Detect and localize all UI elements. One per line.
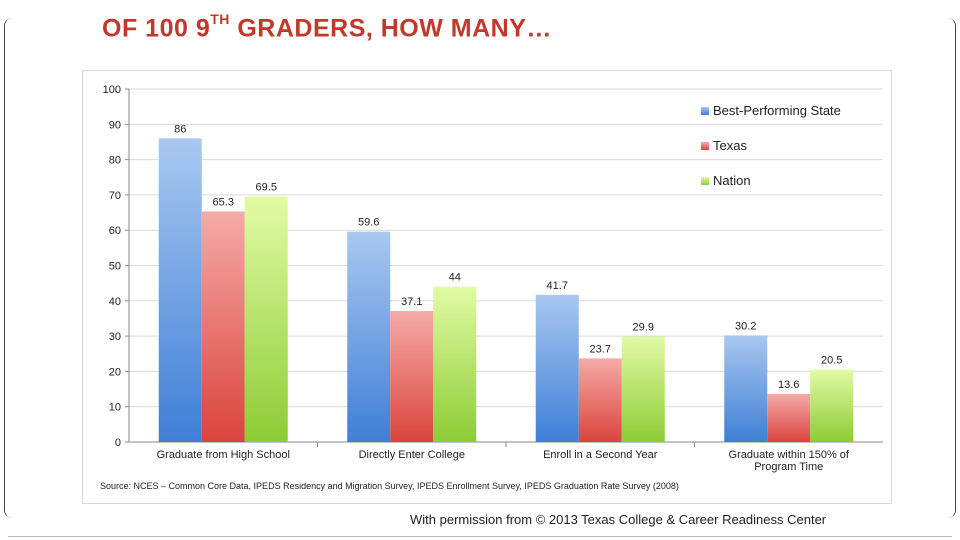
data-label: 41.7 (547, 280, 568, 292)
y-tick-label: 20 (109, 366, 121, 378)
data-label: 23.7 (590, 343, 611, 355)
data-label: 13.6 (778, 379, 799, 391)
bar (433, 286, 477, 442)
data-label: 86 (174, 123, 186, 135)
data-label: 59.6 (358, 217, 379, 229)
bar (390, 311, 434, 442)
y-tick-label: 60 (109, 225, 121, 237)
left-bracket-decoration (4, 18, 15, 518)
right-bracket-decoration (945, 18, 956, 518)
slide-title: OF 100 9TH GRADERS, HOW MANY… (102, 11, 552, 43)
bar (810, 369, 854, 442)
x-tick-label: Directly Enter College (359, 449, 465, 461)
x-tick-label: Graduate from High School (157, 449, 290, 461)
y-tick-label: 0 (115, 437, 121, 449)
y-tick-label: 70 (109, 190, 121, 202)
bar (244, 196, 288, 442)
bar (347, 231, 391, 442)
bar (578, 358, 622, 442)
bar (621, 336, 665, 442)
legend-swatch (701, 142, 709, 150)
x-tick-label: Graduate within 150% of (729, 449, 850, 461)
data-label: 20.5 (821, 355, 842, 367)
y-tick-label: 80 (109, 155, 121, 167)
x-tick-label: Program Time (754, 461, 823, 473)
bar (158, 138, 202, 443)
legend-label: Texas (713, 138, 747, 153)
y-tick-label: 40 (109, 296, 121, 308)
x-tick-label: Enroll in a Second Year (543, 449, 658, 461)
data-label: 69.5 (256, 182, 277, 194)
data-label: 65.3 (213, 196, 234, 208)
bar (535, 294, 579, 442)
bar (767, 393, 811, 442)
permission-note: With permission from © 2013 Texas Colleg… (410, 512, 827, 527)
y-tick-label: 100 (103, 84, 121, 96)
bar (201, 211, 245, 442)
bar-chart: 0 10 20 30 40 50 60 70 80 90 100 Graduate from High… (103, 84, 883, 473)
legend-label: Best-Performing State (713, 103, 841, 118)
chart-frame: 0 10 20 30 40 50 60 70 80 90 100 Graduate from High… (82, 70, 892, 504)
title-prefix: OF 100 9 (102, 14, 211, 43)
title-superscript: TH (210, 11, 230, 27)
data-label: 29.9 (633, 321, 654, 333)
y-tick-label: 50 (109, 261, 121, 273)
legend-label: Nation (713, 173, 751, 188)
data-label: 37.1 (401, 296, 422, 308)
y-tick-label: 10 (109, 402, 121, 414)
data-label: 30.2 (735, 320, 756, 332)
legend-swatch (701, 107, 709, 115)
y-tick-label: 90 (109, 119, 121, 131)
source-note: Source: NCES – Common Core Data, IPEDS R… (100, 481, 679, 491)
bottom-divider (8, 536, 952, 537)
y-tick-label: 30 (109, 331, 121, 343)
legend-swatch (701, 177, 709, 185)
bar (724, 335, 768, 442)
data-label: 44 (449, 272, 461, 284)
title-suffix: GRADERS, HOW MANY… (229, 14, 552, 43)
